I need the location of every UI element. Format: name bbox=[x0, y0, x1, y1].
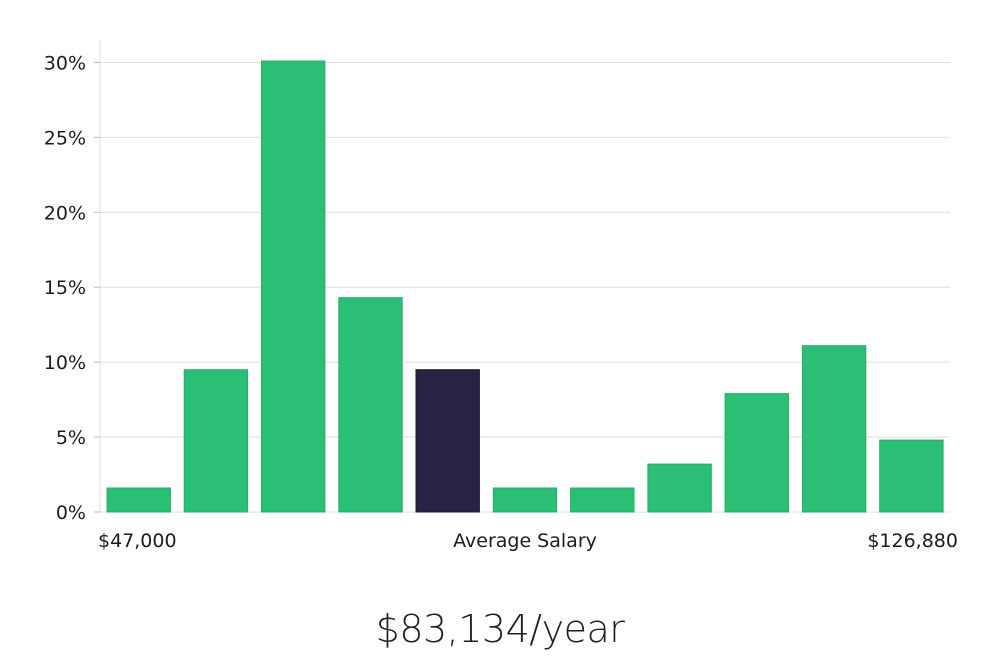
bar bbox=[879, 439, 944, 513]
y-tick-label: 15% bbox=[44, 277, 86, 299]
bar bbox=[338, 297, 403, 513]
salary-histogram: 0% 5% 10% 15% 20% 25% 30% $47,000 Average Sala… bbox=[44, 40, 958, 552]
x-label-min: $47,000 bbox=[98, 530, 177, 552]
x-label-center: Average Salary bbox=[453, 530, 597, 552]
y-tick-label: 0% bbox=[56, 502, 86, 524]
bars bbox=[106, 60, 944, 513]
chart-svg: 0% 5% 10% 15% 20% 25% 30% $47,000 Average Sala… bbox=[44, 40, 958, 552]
y-tick-label: 10% bbox=[44, 352, 86, 374]
bar bbox=[570, 487, 635, 513]
bar bbox=[183, 369, 249, 513]
x-label-max: $126,880 bbox=[867, 530, 958, 552]
y-tick-label: 5% bbox=[56, 427, 86, 449]
average-salary-caption: $83,134/year bbox=[375, 607, 625, 651]
bar bbox=[492, 487, 558, 513]
bar-highlighted bbox=[415, 369, 480, 513]
y-tick-label: 30% bbox=[44, 52, 86, 74]
bar bbox=[261, 60, 326, 513]
bar bbox=[106, 487, 171, 513]
bar bbox=[647, 463, 712, 513]
bar bbox=[724, 393, 789, 513]
y-tick-labels: 0% 5% 10% 15% 20% 25% 30% bbox=[44, 52, 100, 524]
y-tick-label: 20% bbox=[44, 202, 86, 224]
y-tick-label: 25% bbox=[44, 127, 86, 149]
bar bbox=[801, 345, 867, 513]
